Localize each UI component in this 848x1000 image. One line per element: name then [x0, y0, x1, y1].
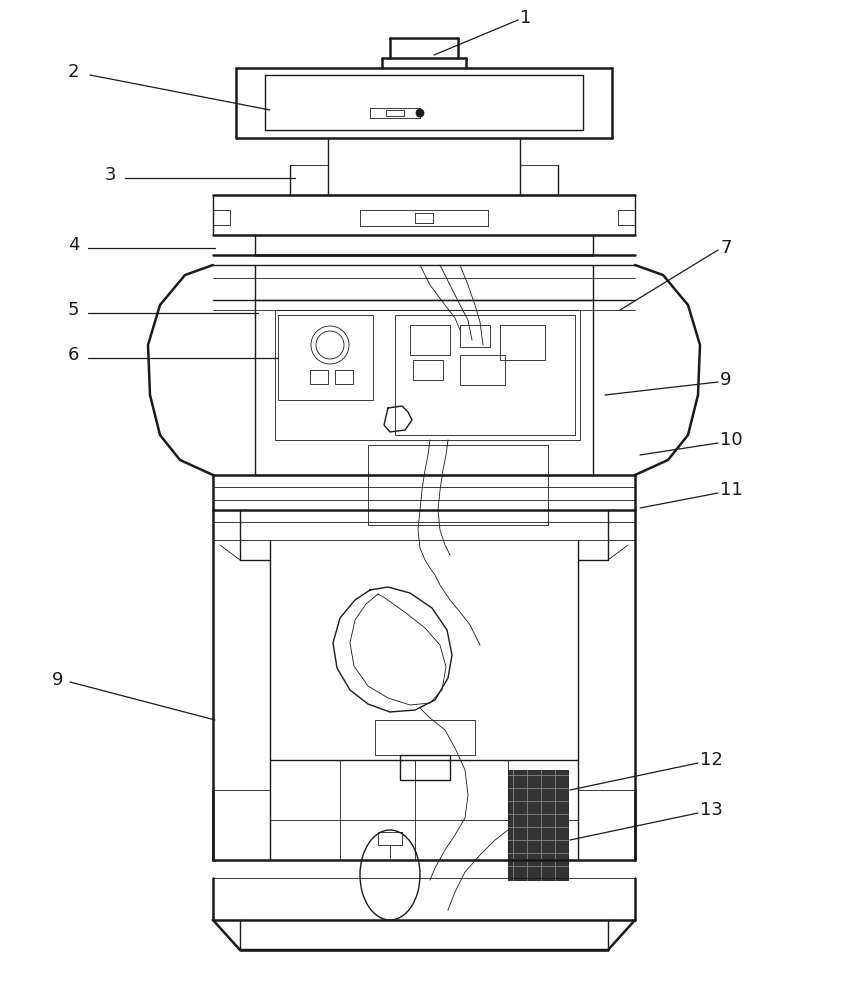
Bar: [508, 770, 568, 880]
Bar: [413, 360, 443, 380]
Bar: [460, 325, 490, 347]
Bar: [375, 720, 475, 755]
Text: 11: 11: [720, 481, 743, 499]
Bar: [500, 325, 545, 360]
Circle shape: [416, 109, 424, 117]
Text: 7: 7: [720, 239, 732, 257]
Bar: [368, 445, 548, 525]
Text: 9: 9: [720, 371, 732, 389]
Text: 3: 3: [105, 166, 116, 184]
Bar: [460, 355, 505, 385]
Text: 12: 12: [700, 751, 722, 769]
Text: 1: 1: [520, 9, 532, 27]
Bar: [278, 315, 373, 400]
Bar: [410, 325, 450, 355]
Bar: [400, 755, 450, 780]
Text: 13: 13: [700, 801, 722, 819]
Text: 5: 5: [68, 301, 80, 319]
Bar: [275, 310, 580, 440]
Text: 9: 9: [52, 671, 64, 689]
Text: 6: 6: [68, 346, 80, 364]
Text: 2: 2: [68, 63, 80, 81]
Bar: [335, 370, 353, 384]
Text: 4: 4: [68, 236, 80, 254]
Bar: [395, 315, 575, 435]
Text: 10: 10: [720, 431, 743, 449]
Bar: [310, 370, 328, 384]
